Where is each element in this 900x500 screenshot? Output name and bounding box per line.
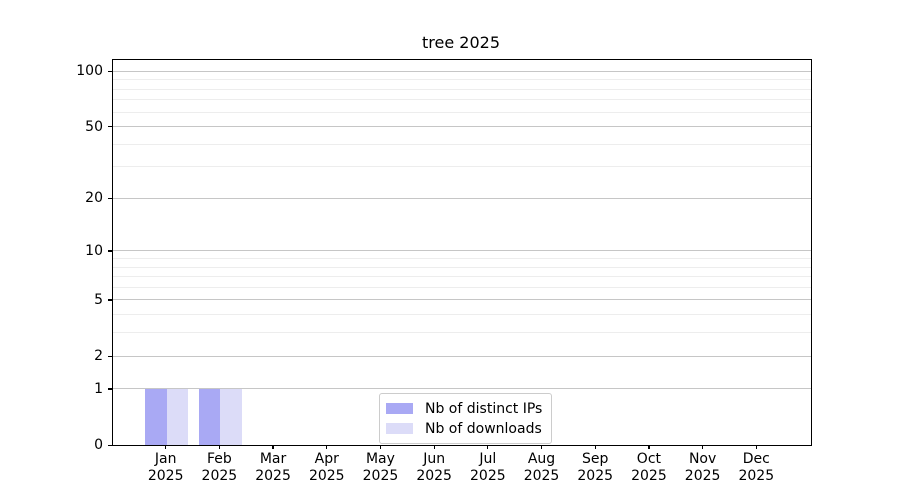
- x-tick-year: 2025: [684, 468, 721, 484]
- x-tick-year: 2025: [470, 468, 506, 484]
- x-tick-label: Aug 2025: [524, 451, 560, 485]
- minor-gridline: [113, 276, 811, 278]
- major-gridline: [113, 250, 811, 252]
- y-tick-label: 5: [94, 291, 103, 308]
- x-tick-year: 2025: [147, 468, 184, 484]
- x-tick-label: Oct 2025: [631, 451, 667, 485]
- x-tick-month: Oct: [636, 451, 662, 467]
- chart-title: tree 2025: [422, 33, 500, 52]
- plot-area: [112, 59, 812, 446]
- minor-gridline: [113, 88, 811, 90]
- y-tick-mark: [108, 355, 112, 357]
- y-tick-label: 1: [94, 380, 103, 397]
- legend-label: Nb of distinct IPs: [425, 400, 543, 417]
- y-tick-label: 100: [76, 63, 103, 80]
- major-gridline: [113, 299, 811, 301]
- minor-gridline: [113, 266, 811, 268]
- major-gridline: [113, 126, 811, 128]
- x-tick-year: 2025: [255, 468, 291, 484]
- x-tick-label: Mar 2025: [255, 451, 291, 485]
- major-gridline: [113, 70, 811, 72]
- x-tick-label: Sep 2025: [577, 451, 613, 485]
- x-tick-month: Nov: [688, 451, 717, 467]
- y-tick-mark: [108, 388, 112, 390]
- legend-entry: Nb of downloads: [386, 419, 542, 438]
- x-tick-mark: [272, 445, 274, 450]
- x-tick-month: Aug: [527, 451, 556, 467]
- y-tick-mark: [108, 126, 112, 128]
- minor-gridline: [113, 332, 811, 334]
- x-tick-mark: [379, 445, 382, 450]
- x-tick-label: Jun 2025: [416, 451, 452, 485]
- x-tick-label: Apr 2025: [309, 451, 345, 485]
- y-tick-label: 10: [85, 242, 103, 259]
- x-tick-year: 2025: [308, 468, 345, 484]
- y-tick-label: 20: [85, 190, 103, 207]
- legend-swatch: [386, 423, 413, 434]
- x-tick-year: 2025: [631, 468, 667, 484]
- x-tick-label: Feb 2025: [202, 451, 238, 485]
- x-tick-mark: [594, 445, 596, 450]
- y-tick-mark: [108, 299, 112, 301]
- y-tick-mark: [108, 250, 112, 252]
- x-tick-year: 2025: [523, 468, 560, 484]
- x-tick-month: Apr: [314, 451, 339, 467]
- x-tick-mark: [648, 445, 650, 450]
- x-tick-label: Dec 2025: [738, 451, 774, 485]
- major-gridline: [113, 388, 811, 390]
- bar-feb-downloads: [220, 388, 242, 445]
- minor-gridline: [113, 111, 811, 113]
- x-tick-month: Dec: [742, 451, 770, 467]
- y-tick-label: 50: [85, 118, 103, 135]
- x-tick-year: 2025: [416, 468, 452, 484]
- major-gridline: [113, 197, 811, 199]
- legend-swatch: [386, 403, 413, 414]
- y-tick-mark: [108, 70, 112, 72]
- minor-gridline: [113, 314, 811, 316]
- x-tick-month: Jun: [423, 451, 446, 467]
- minor-gridline: [113, 143, 811, 145]
- bar-jan-distinct-ips: [145, 388, 167, 445]
- minor-gridline: [113, 99, 811, 101]
- y-tick-mark: [108, 444, 112, 446]
- y-tick-label: 2: [94, 348, 103, 365]
- x-tick-mark: [540, 445, 543, 450]
- x-tick-label: Nov 2025: [685, 451, 721, 485]
- minor-gridline: [113, 79, 811, 81]
- x-tick-month: Jul: [479, 451, 497, 467]
- y-tick-mark: [108, 198, 112, 200]
- x-tick-mark: [487, 445, 489, 450]
- major-gridline: [113, 355, 811, 357]
- x-tick-mark: [218, 445, 220, 450]
- x-tick-mark: [326, 445, 328, 450]
- x-tick-mark: [433, 445, 435, 450]
- y-tick-label: 0: [94, 437, 103, 453]
- x-tick-label: Jan 2025: [148, 451, 184, 485]
- legend: Nb of distinct IPs Nb of downloads: [379, 393, 553, 444]
- x-tick-month: May: [365, 451, 395, 467]
- x-tick-year: 2025: [362, 468, 399, 484]
- x-tick-mark: [755, 445, 757, 450]
- bar-jan-downloads: [166, 388, 189, 445]
- x-tick-mark: [702, 445, 704, 450]
- x-tick-year: 2025: [738, 468, 775, 484]
- minor-gridline: [113, 166, 811, 168]
- x-tick-year: 2025: [577, 468, 614, 484]
- bar-feb-distinct-ips: [198, 388, 221, 445]
- legend-label: Nb of downloads: [425, 420, 542, 437]
- x-tick-mark: [165, 445, 167, 450]
- x-tick-label: Jul 2025: [470, 451, 506, 485]
- x-tick-month: Sep: [582, 451, 609, 467]
- x-tick-month: Mar: [259, 451, 287, 467]
- x-tick-label: May 2025: [363, 451, 399, 485]
- x-tick-month: Feb: [206, 451, 232, 467]
- minor-gridline: [113, 286, 811, 288]
- x-tick-month: Jan: [154, 451, 177, 467]
- legend-entry: Nb of distinct IPs: [386, 399, 542, 418]
- x-tick-year: 2025: [201, 468, 238, 484]
- minor-gridline: [113, 258, 811, 259]
